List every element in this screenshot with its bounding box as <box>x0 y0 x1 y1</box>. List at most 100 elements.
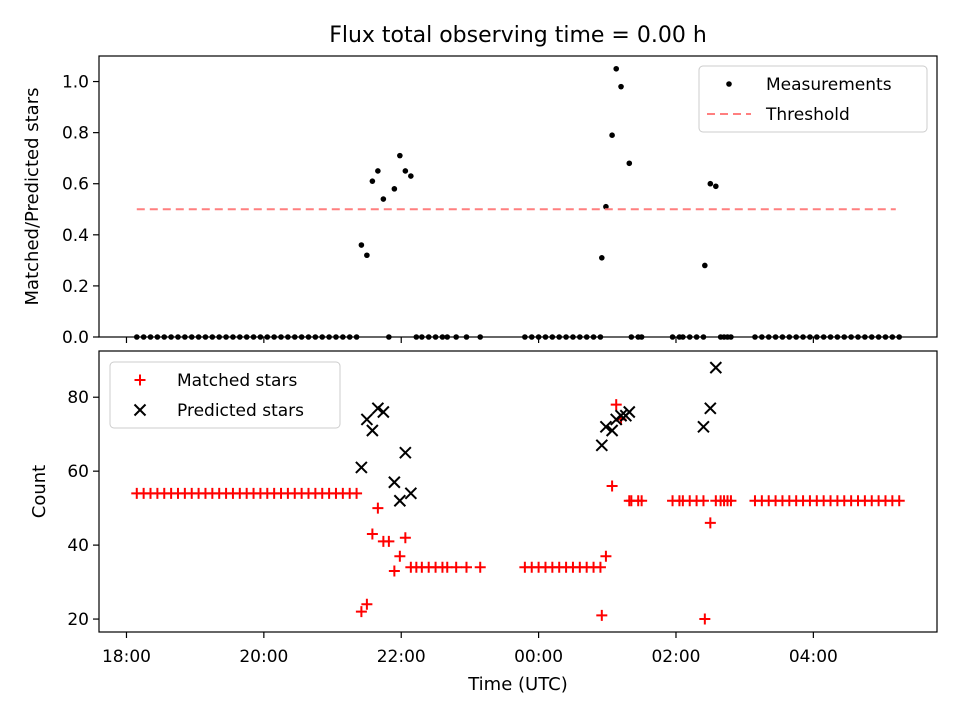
series-matched-stars <box>131 399 905 625</box>
predicted-point <box>377 405 390 419</box>
measurement-point <box>369 178 376 184</box>
measurement-point <box>613 65 620 72</box>
measurement-point <box>570 334 576 340</box>
measurement-point <box>855 334 861 340</box>
measurement-point <box>813 334 820 340</box>
measurement-point <box>223 334 229 340</box>
measurement-point <box>386 334 392 340</box>
matched-point <box>372 502 384 514</box>
measurement-point <box>425 334 432 340</box>
measurement-point <box>628 334 635 340</box>
measurement-point <box>175 334 181 340</box>
y-tick-label: 80 <box>67 388 89 408</box>
measurement-point <box>216 334 223 340</box>
measurement-point <box>820 334 827 340</box>
measurement-point <box>419 334 425 340</box>
measurement-point <box>549 334 556 340</box>
measurement-point <box>397 152 403 159</box>
series-predicted-stars <box>355 361 723 507</box>
matched-point <box>394 550 406 562</box>
matched-point <box>697 495 709 507</box>
measurement-point <box>161 334 168 340</box>
measurement-point <box>700 334 707 340</box>
predicted-point <box>623 405 636 419</box>
measurement-point <box>713 183 719 190</box>
x-tick-label: 02:00 <box>651 647 700 667</box>
y-axis-label: Matched/Predicted stars <box>22 88 43 306</box>
measurement-point <box>669 334 676 340</box>
measurement-point <box>257 334 264 340</box>
measurement-point <box>693 334 700 340</box>
measurement-point <box>583 334 590 340</box>
measurement-point <box>444 334 451 340</box>
matched-point <box>460 561 472 573</box>
legend-box <box>109 361 341 429</box>
axes-frame <box>98 350 938 633</box>
measurement-point <box>298 334 305 340</box>
measurement-point <box>182 334 188 340</box>
measurement-point <box>609 132 615 138</box>
series-measurements <box>133 65 903 340</box>
matched-point <box>596 609 608 621</box>
predicted-point <box>355 461 368 474</box>
matched-point <box>606 480 618 492</box>
predicted-point <box>371 402 385 415</box>
measurement-point <box>896 334 903 340</box>
measurement-point <box>358 242 365 248</box>
predicted-point <box>366 424 379 437</box>
measurement-point <box>312 334 319 340</box>
predicted-point <box>599 420 613 434</box>
matched-point <box>594 561 606 573</box>
measurement-point <box>364 252 370 259</box>
measurement-point <box>786 334 793 340</box>
y-axis-label: Count <box>29 465 50 518</box>
measurement-point <box>827 334 834 340</box>
measurement-point <box>375 168 381 174</box>
measurement-point <box>333 334 339 340</box>
legend-label: Matched stars <box>177 371 297 391</box>
legend-label: Measurements <box>766 75 892 95</box>
measurement-point <box>875 334 882 340</box>
measurement-point <box>264 334 271 340</box>
measurement-point <box>140 334 147 340</box>
predicted-point <box>709 361 723 374</box>
matched-point <box>704 517 716 529</box>
measurement-point <box>590 334 597 340</box>
measurement-point <box>230 334 236 340</box>
measurement-point <box>728 334 734 340</box>
measurement-point <box>889 334 896 340</box>
y-tick-label: 20 <box>67 610 89 630</box>
legend-label: Threshold <box>765 105 850 125</box>
measurement-point <box>618 83 624 90</box>
measurement-point <box>577 334 583 340</box>
measurement-point <box>168 334 174 340</box>
matched-point <box>699 613 711 625</box>
measurement-point <box>779 334 786 340</box>
matched-point <box>351 487 363 499</box>
measurement-point <box>702 262 708 269</box>
measurement-point <box>432 334 439 340</box>
measurement-point <box>834 334 841 340</box>
measurement-point <box>463 334 470 340</box>
measurement-point <box>453 334 459 340</box>
measurement-point <box>353 334 360 340</box>
measurement-point <box>402 168 409 174</box>
matched-point <box>450 561 462 573</box>
measurement-point <box>439 334 446 340</box>
measurement-point <box>599 255 605 261</box>
top-panel-ratio: 0.0 0.2 0.4 0.6 0.8 1.0 Matched/Predicted star… <box>22 55 938 348</box>
legend: Measurements Threshold <box>698 65 928 133</box>
chart-title: Flux total observing time = 0.00 h <box>329 23 707 48</box>
measurement-point <box>862 334 868 340</box>
matched-point <box>361 598 373 610</box>
measurement-point <box>597 334 604 340</box>
y-tick-label: 0.6 <box>62 175 89 195</box>
measurement-point <box>686 334 693 340</box>
measurement-point <box>868 334 875 340</box>
x-tick-label: 18:00 <box>102 647 151 667</box>
measurement-point <box>638 334 645 340</box>
predicted-point <box>697 420 710 434</box>
predicted-point <box>393 494 407 507</box>
legend-box <box>698 65 928 133</box>
